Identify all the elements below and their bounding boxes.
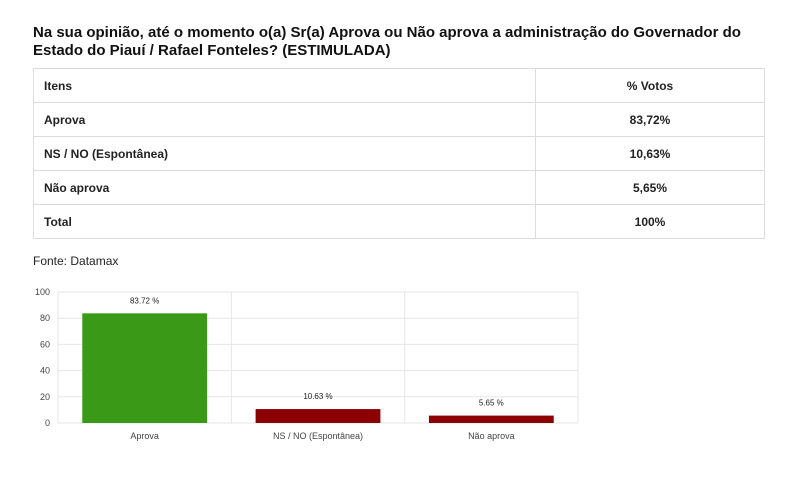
y-tick-label: 100	[35, 287, 50, 297]
row-item: Não aprova	[33, 170, 536, 205]
row-votes: 83,72%	[535, 102, 765, 137]
header-votes: % Votos	[535, 68, 765, 103]
y-tick-label: 60	[40, 339, 50, 349]
x-category-label: Não aprova	[468, 431, 515, 441]
bar-value-label: 10.63 %	[303, 392, 332, 401]
bar-1	[255, 409, 381, 423]
question-title: Na sua opinião, até o momento o(a) Sr(a)…	[33, 24, 741, 59]
table-row-total: Total 100%	[33, 204, 765, 239]
y-tick-label: 80	[40, 313, 50, 323]
bar-2	[428, 415, 554, 423]
bar-value-label: 83.72 %	[130, 296, 159, 305]
y-tick-label: 0	[45, 418, 50, 428]
source-note: Fonte: Datamax	[33, 254, 119, 268]
row-item: Aprova	[33, 102, 536, 137]
x-category-label: Aprova	[130, 431, 159, 441]
bar-value-label: 5.65 %	[479, 399, 504, 408]
table-row: NS / NO (Espontânea) 10,63%	[33, 136, 765, 171]
bar-0	[82, 313, 208, 423]
bar-chart: 0 20 40 60 80 100 83.72 % Aprova 10.63 % NS / NO …	[35, 287, 579, 441]
header-items: Itens	[33, 68, 536, 103]
table-header-row: Itens % Votos	[33, 68, 765, 103]
results-table: Itens % Votos Aprova 83,72% NS / NO (Esp…	[33, 68, 765, 239]
row-item: NS / NO (Espontânea)	[33, 136, 536, 171]
y-tick-label: 20	[40, 392, 50, 402]
x-category-label: NS / NO (Espontânea)	[273, 431, 363, 441]
table-row: Aprova 83,72%	[33, 102, 765, 137]
row-votes: 10,63%	[535, 136, 765, 171]
row-votes: 5,65%	[535, 170, 765, 205]
row-votes: 100%	[535, 204, 765, 239]
y-tick-label: 40	[40, 366, 50, 376]
row-item: Total	[33, 204, 536, 239]
table-row: Não aprova 5,65%	[33, 170, 765, 205]
